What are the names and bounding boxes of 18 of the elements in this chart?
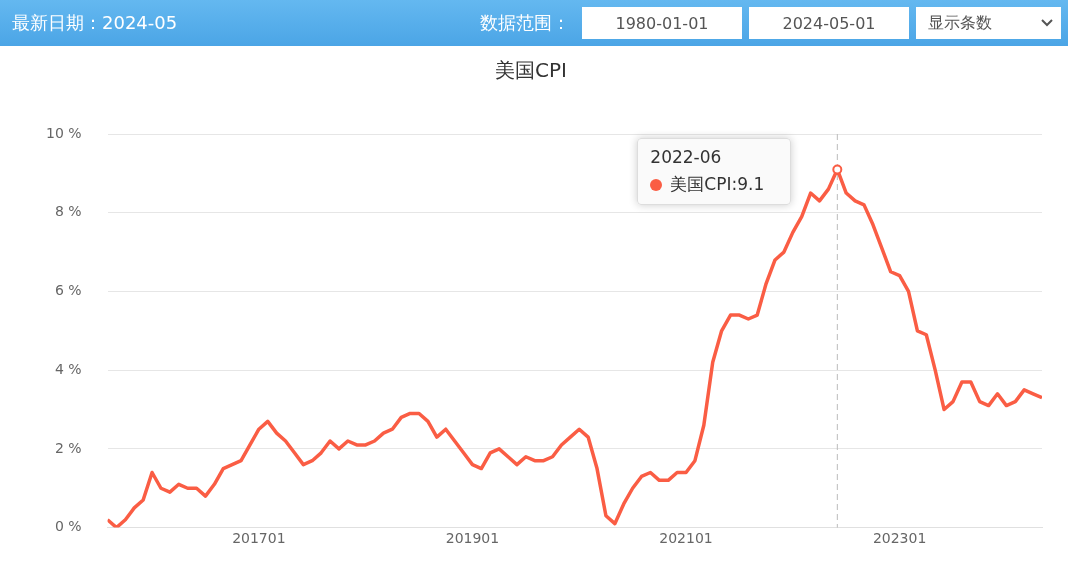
y-tick-label: 2 % [54,439,82,456]
y-tick-label: 8 % [54,203,82,220]
annotation: 2022-06 [650,147,723,167]
x-tick-label: 202301 [872,529,927,546]
x-tick-label: 201701 [232,529,286,546]
y-tick-label: 6 % [54,282,82,299]
y-tick-label: 4 % [54,360,82,377]
annotation: 美国CPI:9.1 [670,173,765,196]
y-tick-label: 0 % [54,518,82,535]
text: 显示条数 [928,12,992,34]
x-tick-label: 201901 [445,529,500,546]
x-tick-label: 202101 [659,529,713,546]
text: 1980-01-01 [582,7,742,39]
text: 2024-05-01 [749,7,909,39]
text: 最新日期：2024-05 [12,11,178,35]
text: 数据范围： [480,11,570,35]
chart-title: 美国CPI [495,58,567,83]
y-tick-label: 10 % [45,124,82,141]
